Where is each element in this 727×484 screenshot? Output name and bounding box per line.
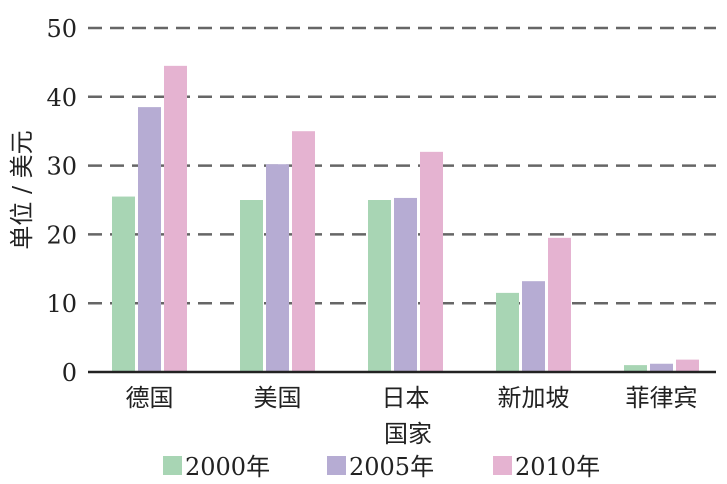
bar (266, 164, 289, 372)
legend-swatch (327, 456, 346, 475)
legend-swatch (163, 456, 182, 475)
bar (394, 197, 417, 372)
bar (164, 65, 187, 372)
y-tick-label: 10 (46, 290, 77, 318)
bar (240, 200, 263, 372)
bar (138, 107, 161, 373)
bar (420, 151, 443, 372)
legend: 2000年 2005年 2010年 (163, 453, 600, 481)
bar (522, 281, 545, 372)
bar (624, 365, 647, 372)
y-tick-label: 0 (62, 359, 77, 387)
legend-label: 2000年 (185, 453, 270, 481)
category-label: 新加坡 (498, 384, 570, 412)
bar (368, 200, 391, 372)
y-tick-label: 40 (46, 84, 77, 112)
y-tick-labels: 0 10 20 30 40 50 (46, 15, 77, 387)
category-label: 德国 (126, 384, 174, 412)
legend-label: 2005年 (349, 453, 434, 481)
x-axis-title: 国家 (384, 420, 432, 448)
bar (292, 131, 315, 372)
legend-label: 2010年 (515, 453, 600, 481)
category-label: 日本 (382, 384, 430, 412)
bar (112, 196, 135, 372)
y-tick-label: 30 (46, 153, 77, 181)
bars (112, 65, 699, 373)
y-tick-label: 20 (46, 221, 77, 249)
category-label: 菲律宾 (626, 384, 698, 412)
y-axis-title: 单位 / 美元 (8, 130, 36, 249)
bar (676, 359, 699, 372)
y-tick-label: 50 (46, 15, 77, 43)
category-label: 美国 (254, 384, 302, 412)
bar (496, 292, 519, 372)
category-labels: 德国 美国 日本 新加坡 菲律宾 (126, 384, 698, 412)
legend-swatch (493, 456, 512, 475)
bar (548, 237, 571, 372)
bar (650, 363, 673, 372)
